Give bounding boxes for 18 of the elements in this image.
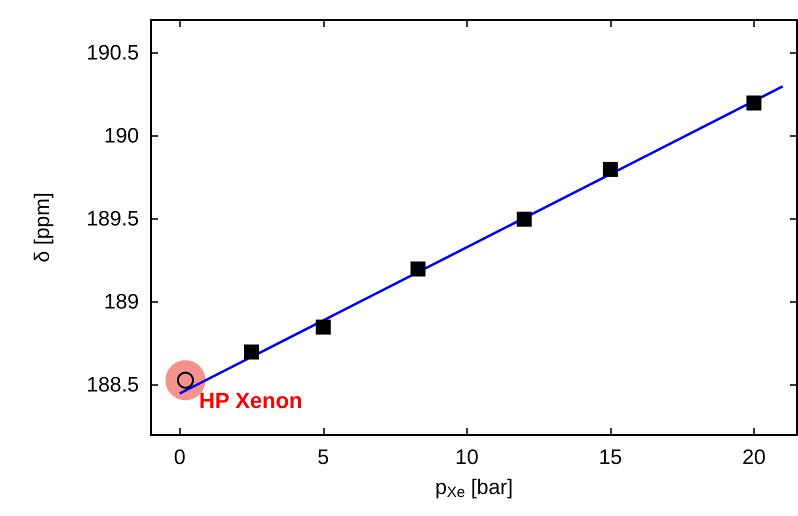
annotation: HP Xenon [198, 388, 302, 414]
y-axis-title: δ [ppm] [31, 192, 54, 263]
point [316, 320, 331, 335]
y-tick-label: 189.5 [86, 208, 139, 231]
x-tick-label: 10 [455, 446, 478, 469]
point [516, 212, 532, 227]
point [410, 262, 426, 276]
y-tick-label: 190 [104, 124, 139, 148]
x-tick-label: 20 [742, 446, 766, 469]
x-tick-label: 0 [174, 446, 186, 469]
y-tick-label: 190.5 [86, 42, 139, 65]
point [746, 96, 762, 110]
x-tick-label: 15 [598, 446, 622, 469]
point [602, 162, 618, 177]
x-tick-label: 5 [317, 446, 330, 469]
point [244, 344, 259, 360]
y-tick-label: 188.5 [86, 374, 139, 397]
y-tick-label: 189 [104, 290, 139, 314]
